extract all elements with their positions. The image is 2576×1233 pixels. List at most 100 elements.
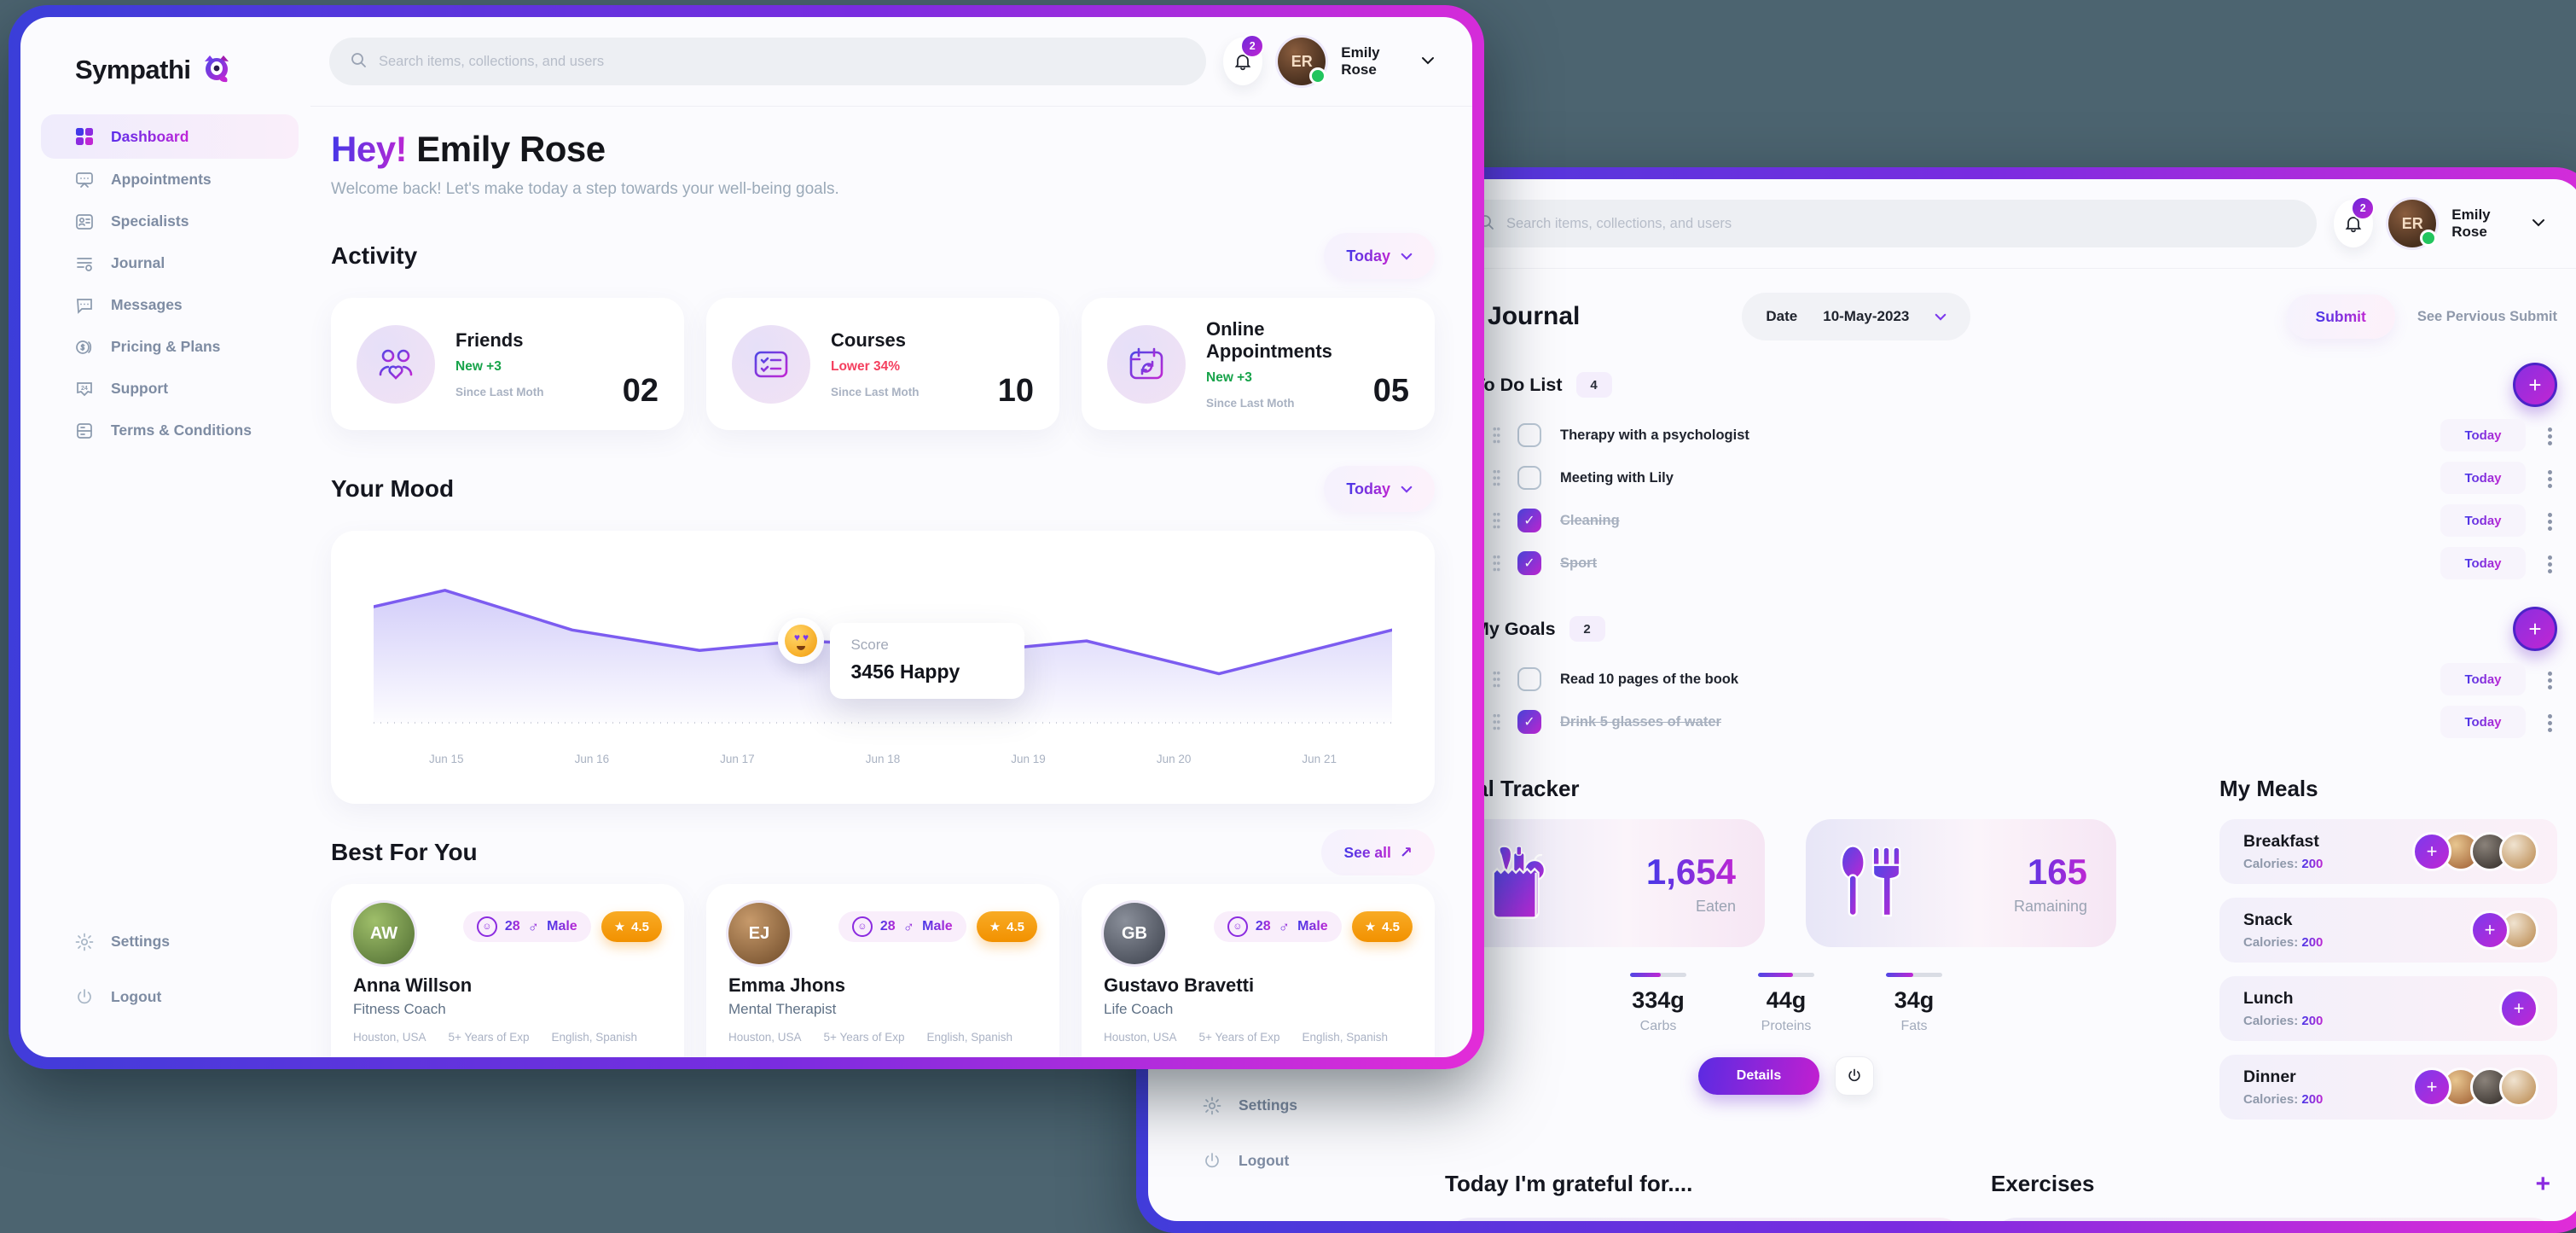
exercises-card[interactable]: ♥ xyxy=(1991,1218,2557,1221)
add-meal-button[interactable]: + xyxy=(2412,1067,2451,1107)
sidebar-item-label: Appointments xyxy=(111,171,212,188)
stat-delta: New +3 xyxy=(455,359,502,374)
grateful-card[interactable] xyxy=(1445,1218,1965,1221)
add-meal-button[interactable]: + xyxy=(2499,989,2538,1028)
due-date-pill[interactable]: Today xyxy=(2440,663,2526,695)
activity-period-dropdown[interactable]: Today xyxy=(1324,233,1435,279)
sidebar-item-settings[interactable]: Settings xyxy=(20,921,310,963)
specialist-card[interactable]: EJ ☺ 28 ♂ Male ★ 4.5 Emma Jhons Ment xyxy=(706,884,1059,1057)
journal-icon xyxy=(73,253,96,275)
friends-icon xyxy=(357,324,435,404)
specialist-card[interactable]: AW ☺ 28 ♂ Male ★ 4.5 Anna Willson Fi xyxy=(331,884,684,1057)
macro-carbs: 334g Carbs xyxy=(1610,973,1706,1034)
specialist-languages: English, Spanish xyxy=(926,1031,1013,1044)
todo-checkbox[interactable]: ✓ xyxy=(1517,466,1541,490)
macro-proteins: 44g Proteins xyxy=(1738,973,1834,1034)
add-meal-button[interactable]: + xyxy=(2470,910,2509,950)
mood-marker-emoji[interactable]: ♥ ♥ xyxy=(778,618,825,665)
search-input[interactable] xyxy=(1505,214,2296,233)
todo-item: ✓ Therapy with a psychologist Today xyxy=(1445,414,2557,457)
kebab-menu-icon[interactable] xyxy=(2548,555,2552,560)
kebab-menu-icon[interactable] xyxy=(2548,671,2552,676)
chevron-down-icon[interactable] xyxy=(1421,54,1435,69)
drag-handle-icon[interactable] xyxy=(1493,468,1500,487)
kebab-menu-icon[interactable] xyxy=(2548,512,2552,517)
sidebar-item-terms[interactable]: Terms & Conditions xyxy=(20,410,310,451)
calories-label: Calories: xyxy=(2243,935,2299,950)
specialist-card[interactable]: GB ☺ 28 ♂ Male ★ 4.5 Gustavo Bravetti xyxy=(1082,884,1435,1057)
pricing-icon xyxy=(73,336,96,358)
drag-handle-icon[interactable] xyxy=(1493,554,1500,573)
sidebar-item-pricing[interactable]: Pricing & Plans xyxy=(20,326,310,368)
avatar[interactable]: ER xyxy=(2388,200,2438,247)
chevron-down-icon xyxy=(1401,253,1413,260)
drag-handle-icon[interactable] xyxy=(1493,426,1500,445)
todo-checkbox[interactable]: ✓ xyxy=(1517,551,1541,575)
chevron-down-icon[interactable] xyxy=(2532,216,2545,231)
svg-text:24: 24 xyxy=(81,386,88,392)
search-icon xyxy=(350,51,367,73)
due-date-pill[interactable]: Today xyxy=(2440,547,2526,579)
sidebar-item-settings[interactable]: Settings xyxy=(1148,1085,1438,1126)
add-exercise-button[interactable]: + xyxy=(2535,1169,2550,1198)
notifications-button[interactable]: 2 xyxy=(2334,196,2376,247)
todo-checkbox[interactable]: ✓ xyxy=(1517,509,1541,532)
sidebar-item-logout[interactable]: Logout xyxy=(1148,1140,1438,1182)
avatar[interactable]: ER xyxy=(1278,38,1327,85)
logo-text: Sympathi xyxy=(75,55,191,84)
age-icon: ☺ xyxy=(476,916,497,937)
add-goal-button[interactable]: + xyxy=(2513,607,2557,651)
search-bar[interactable] xyxy=(329,38,1206,85)
sidebar-item-label: Support xyxy=(111,380,169,397)
add-todo-button[interactable]: + xyxy=(2513,363,2557,407)
greeting-highlight: Hey! xyxy=(331,129,408,169)
submit-button[interactable]: Submit xyxy=(2286,294,2395,339)
kebab-menu-icon[interactable] xyxy=(2548,469,2552,474)
specialist-location: Houston, USA xyxy=(353,1031,426,1044)
todo-checkbox[interactable]: ✓ xyxy=(1517,423,1541,447)
search-input[interactable] xyxy=(377,52,1186,71)
details-button[interactable]: Details xyxy=(1698,1057,1819,1095)
goal-checkbox[interactable]: ✓ xyxy=(1517,710,1541,734)
stat-card-courses: Courses Lower 34% Since Last Moth 10 xyxy=(706,298,1059,430)
sidebar-item-messages[interactable]: Messages xyxy=(20,284,310,326)
topbar: 2 ER Emily Rose xyxy=(1438,179,2576,269)
due-date-pill[interactable]: Today xyxy=(2440,462,2526,494)
see-all-button[interactable]: See all ↗ xyxy=(1321,829,1435,875)
meal-row-breakfast: Breakfast Calories: 200 + xyxy=(2219,819,2557,884)
sidebar-item-logout[interactable]: Logout xyxy=(20,976,310,1018)
sidebar-item-journal[interactable]: Journal xyxy=(20,242,310,284)
stat-title: Friends xyxy=(455,329,524,351)
age-gender-badge: ☺ 28 ♂ Male xyxy=(838,911,966,942)
date-picker[interactable]: Date 10-May-2023 xyxy=(1742,293,1971,340)
star-icon: ★ xyxy=(989,920,1001,934)
add-meal-button[interactable]: + xyxy=(2412,832,2451,871)
drag-handle-icon[interactable] xyxy=(1493,670,1500,689)
online-status-dot xyxy=(2420,230,2438,247)
due-date-pill[interactable]: Today xyxy=(2440,419,2526,451)
goal-checkbox[interactable]: ✓ xyxy=(1517,667,1541,691)
sidebar-footer: Settings Logout xyxy=(1148,1085,1438,1182)
stat-card-friends: Friends New +3 Since Last Moth 02 xyxy=(331,298,684,430)
sidebar-item-support[interactable]: 24 Support xyxy=(20,368,310,410)
sidebar-item-appointments[interactable]: Appointments xyxy=(20,159,310,201)
stat-value: 02 xyxy=(622,373,659,409)
kebab-menu-icon[interactable] xyxy=(2548,713,2552,718)
see-previous-submit-link[interactable]: See Pervious Submit xyxy=(2416,308,2557,324)
drag-handle-icon[interactable] xyxy=(1493,712,1500,731)
due-date-pill[interactable]: Today xyxy=(2440,706,2526,738)
male-icon: ♂ xyxy=(527,917,540,935)
goal-item: ✓ Read 10 pages of the book Today xyxy=(1445,658,2557,701)
todo-label: Cleaning xyxy=(1560,512,1620,528)
search-bar[interactable] xyxy=(1457,200,2317,247)
mood-period-dropdown[interactable]: Today xyxy=(1324,466,1435,512)
todo-item: ✓ Sport Today xyxy=(1445,542,2557,585)
specialist-languages: English, Spanish xyxy=(1302,1031,1389,1044)
drag-handle-icon[interactable] xyxy=(1493,511,1500,530)
export-power-button[interactable] xyxy=(1835,1056,1874,1096)
kebab-menu-icon[interactable] xyxy=(2548,427,2552,432)
sidebar-item-dashboard[interactable]: Dashboard xyxy=(41,114,299,159)
due-date-pill[interactable]: Today xyxy=(2440,504,2526,537)
sidebar-item-specialists[interactable]: Specialists xyxy=(20,201,310,242)
notifications-button[interactable]: 2 xyxy=(1223,34,1265,85)
